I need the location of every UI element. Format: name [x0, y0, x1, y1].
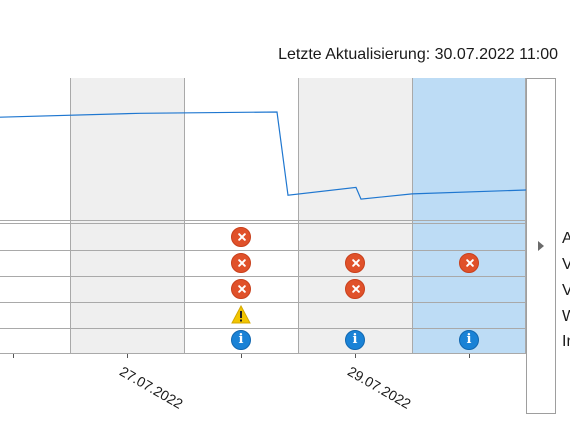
axis-tick: [127, 354, 128, 358]
timeline-column: [298, 78, 412, 354]
info-icon[interactable]: i: [345, 330, 365, 350]
error-icon[interactable]: [231, 253, 251, 273]
error-icon[interactable]: [345, 279, 365, 299]
row-label: A: [562, 230, 570, 247]
error-icon[interactable]: [345, 253, 365, 273]
chart-bottom-divider: [0, 223, 526, 224]
column-divider: [184, 78, 185, 354]
status-row-divider: [0, 276, 526, 277]
status-row-divider: [0, 250, 526, 251]
row-label: V: [562, 282, 570, 299]
column-divider: [525, 78, 526, 354]
column-divider: [298, 78, 299, 354]
axis-tick: [13, 354, 14, 358]
error-icon[interactable]: [231, 227, 251, 247]
row-label: V: [562, 256, 570, 273]
status-row-divider: [0, 328, 526, 329]
error-icon[interactable]: [231, 279, 251, 299]
trend-line: [0, 111, 526, 200]
info-icon[interactable]: i: [231, 330, 251, 350]
row-label: W: [562, 308, 570, 325]
axis-tick: [355, 354, 356, 358]
expand-panel-button[interactable]: [526, 78, 556, 414]
column-divider: [412, 78, 413, 354]
trend-chart: [0, 111, 526, 200]
warning-icon[interactable]: [231, 304, 251, 325]
x-axis-label: 29.07.2022: [345, 363, 414, 412]
last-update-label: Letzte Aktualisierung: 30.07.2022 11:00: [278, 46, 558, 63]
chart-bottom-divider: [0, 220, 526, 221]
triangle-right-icon: [538, 241, 544, 251]
row-label: In: [562, 333, 570, 350]
error-icon[interactable]: [459, 253, 479, 273]
x-axis-label: 27.07.2022: [117, 363, 186, 412]
status-row-divider: [0, 302, 526, 303]
axis-tick: [241, 354, 242, 358]
timeline-panel: i i i 27.07.2022 29.07.2022: [0, 78, 530, 418]
column-divider: [70, 78, 71, 354]
info-icon[interactable]: i: [459, 330, 479, 350]
timeline-axis-line: [0, 353, 526, 354]
axis-tick: [469, 354, 470, 358]
timeline-column-selected[interactable]: [412, 78, 526, 354]
timeline-column: [70, 78, 184, 354]
